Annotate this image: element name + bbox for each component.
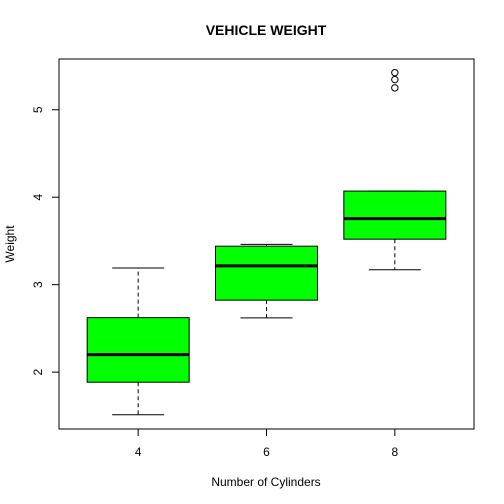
y-tick-label: 4 — [31, 194, 45, 201]
x-axis: 4 6 8 — [135, 428, 398, 459]
y-tick-label: 3 — [31, 281, 45, 288]
x-tick-label: 6 — [263, 445, 270, 459]
x-axis-title: Number of Cylinders — [211, 475, 320, 489]
box-group-4 — [86, 267, 190, 416]
outlier-point — [391, 75, 399, 84]
y-tick-label: 5 — [31, 106, 45, 113]
outlier-point — [391, 84, 399, 92]
y-axis-title: Weight — [3, 225, 17, 263]
box-group-6 — [215, 243, 318, 319]
iqr-box — [215, 245, 318, 301]
y-tick-label: 2 — [31, 368, 45, 375]
x-tick-label: 8 — [391, 445, 398, 459]
y-axis: 2 3 4 5 — [31, 106, 60, 375]
x-tick-label: 4 — [135, 445, 142, 459]
iqr-box — [343, 190, 447, 240]
outlier-point — [391, 68, 399, 77]
chart-title: VEHICLE WEIGHT — [206, 22, 327, 38]
boxes-layer — [86, 68, 447, 416]
iqr-box — [86, 317, 190, 383]
box-group-8 — [343, 68, 447, 271]
